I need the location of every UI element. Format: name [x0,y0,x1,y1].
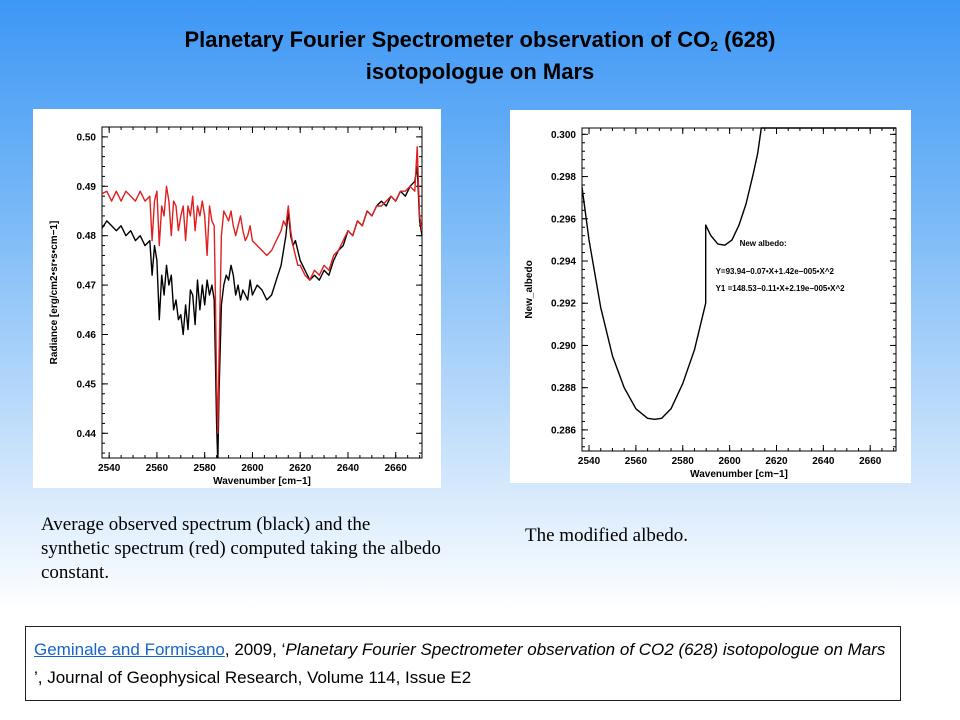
y-axis-label: Radiance [erg/cm2•sr•s•cm−1] [49,221,60,365]
chart-annotation: Y1 =148.53−0.11•X+2.19e−005•X^2 [716,284,846,293]
spectrum-chart: 2540 2560 2580 2600 2620 2640 2660 0.44 0.45 0.46… [49,126,423,487]
y-tick-label: 0.48 [77,231,97,242]
x-tick-label: 2540 [578,456,601,467]
reference-title: Planetary Fourier Spectrometer observati… [285,640,886,659]
albedo-chart-panel: 2540 2560 2580 2600 2620 2640 2660 0.286 0.288 0.… [510,110,911,483]
y-tick-label: 0.286 [551,425,576,436]
x-tick-label: 2660 [385,463,408,474]
x-tick-label: 2560 [625,456,648,467]
x-tick-label: 2640 [337,463,360,474]
series-line-0 [582,127,896,420]
reference-year: , 2009, ‘ [224,640,286,659]
albedo-chart: 2540 2560 2580 2600 2620 2640 2660 0.286 0.288 0.… [524,127,897,480]
title-line-1: Planetary Fourier Spectrometer observati… [0,24,960,56]
reference-journal: ’, Journal of Geophysical Research, Volu… [34,668,472,687]
title-subscript: 2 [710,38,718,54]
plot-frame [581,127,897,452]
slide-title: Planetary Fourier Spectrometer observati… [0,24,960,88]
y-tick-label: 0.290 [551,341,576,352]
y-tick-label: 0.300 [551,130,576,141]
x-tick-label: 2560 [146,463,169,474]
x-tick-label: 2620 [765,456,788,467]
y-tick-label: 0.296 [551,214,576,225]
y-tick-label: 0.294 [551,257,576,268]
y-tick-label: 0.45 [77,379,97,390]
y-tick-label: 0.292 [551,299,576,310]
x-axis-label: Wavenumber [cm−1] [690,469,788,480]
x-tick-label: 2640 [812,456,835,467]
x-tick-label: 2660 [859,456,882,467]
reference-box: Geminale and Formisano, 2009, ‘Planetary… [25,626,901,701]
y-tick-label: 0.50 [77,132,97,143]
spectrum-caption: Average observed spectrum (black) and th… [41,514,441,583]
y-tick-label: 0.44 [77,429,97,440]
y-tick-label: 0.288 [551,383,576,394]
title-line-2: isotopologue on Mars [365,59,595,84]
plot-frame [101,126,423,459]
chart-annotation: New albedo: [740,239,787,248]
title-suffix: (628) [718,27,776,52]
x-tick-label: 2540 [98,463,121,474]
x-tick-label: 2600 [241,463,264,474]
spectrum-chart-panel: 2540 2560 2580 2600 2620 2640 2660 0.44 0.45 0.46… [33,109,441,488]
reference-authors-link[interactable]: Geminale and Formisano [34,640,225,659]
y-axis-label: New_albedo [524,260,535,318]
series-line-1 [102,146,422,434]
albedo-caption: The modified albedo. [525,525,689,546]
y-tick-label: 0.298 [551,172,576,183]
x-tick-label: 2580 [194,463,217,474]
x-axis-label: Wavenumber [cm−1] [213,476,311,487]
title-text: Planetary Fourier Spectrometer observati… [184,27,711,52]
x-tick-label: 2600 [719,456,742,467]
x-tick-label: 2620 [289,463,312,474]
y-tick-label: 0.47 [77,281,97,292]
chart-annotation: Y=93.94−0.07•X+1.42e−005•X^2 [716,267,835,276]
y-tick-label: 0.46 [77,330,97,341]
y-tick-label: 0.49 [77,182,97,193]
x-tick-label: 2580 [672,456,695,467]
